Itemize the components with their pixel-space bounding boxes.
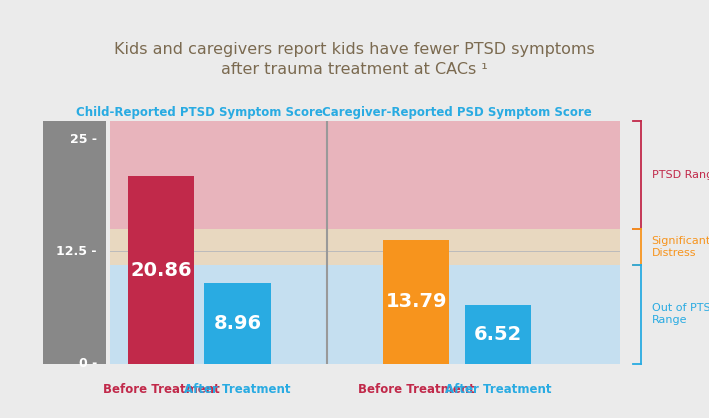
Text: 6.52: 6.52 [474, 325, 522, 344]
Text: 0 -: 0 - [79, 357, 96, 370]
Text: Kids and caregivers report kids have fewer PTSD symptoms
after trauma treatment : Kids and caregivers report kids have few… [114, 42, 595, 76]
Text: After Treatment: After Treatment [184, 383, 291, 396]
Text: PTSD Range: PTSD Range [652, 170, 709, 180]
Text: 25 -: 25 - [69, 133, 96, 146]
Text: 8.96: 8.96 [213, 314, 262, 333]
Text: After Treatment: After Treatment [445, 383, 551, 396]
Text: Significant
Distress: Significant Distress [652, 236, 709, 258]
Text: Caregiver-Reported PSD Symptom Score: Caregiver-Reported PSD Symptom Score [322, 106, 592, 119]
Text: Before Treatment: Before Treatment [103, 383, 219, 396]
Text: 13.79: 13.79 [386, 292, 447, 311]
Bar [128, 176, 194, 364]
Bar [383, 240, 450, 364]
Bar [110, 121, 620, 229]
Bar [464, 305, 531, 364]
Text: 20.86: 20.86 [130, 260, 191, 280]
Text: Out of PTSD
Range: Out of PTSD Range [652, 303, 709, 325]
Bar [110, 229, 620, 265]
Text: Before Treatment: Before Treatment [358, 383, 474, 396]
Text: Child-Reported PTSD Symptom Score: Child-Reported PTSD Symptom Score [76, 106, 323, 119]
Bar [110, 265, 620, 364]
Bar [204, 283, 271, 364]
Text: 12.5 -: 12.5 - [56, 245, 96, 258]
